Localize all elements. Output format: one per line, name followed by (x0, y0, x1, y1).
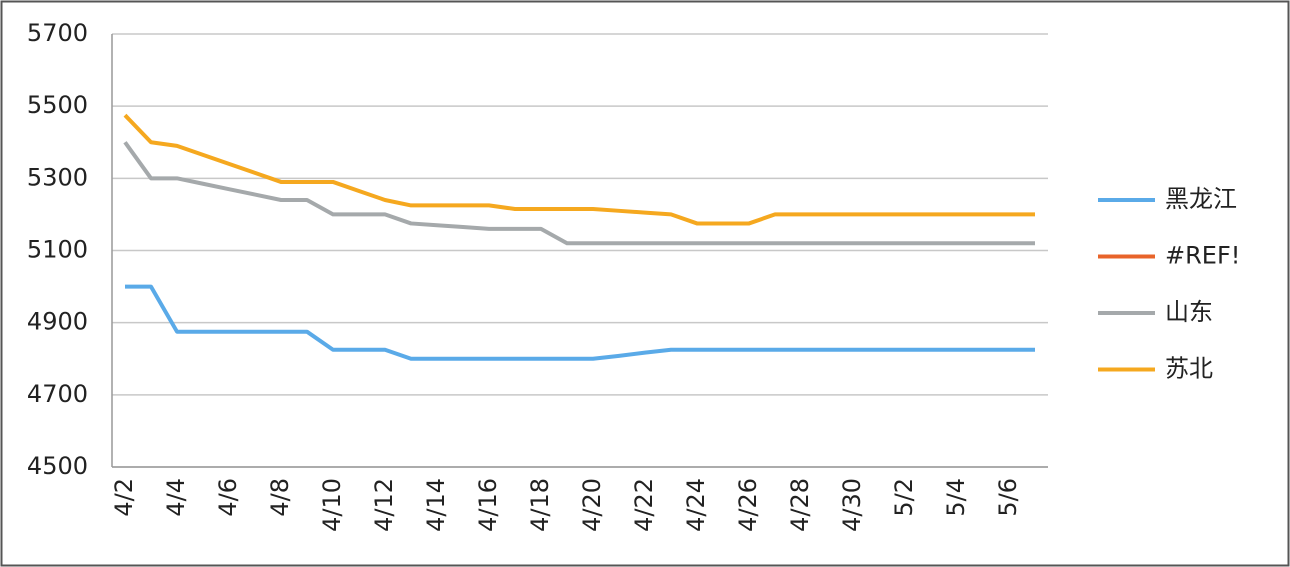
legend-label: 苏北 (1165, 355, 1213, 383)
legend-label: 黑龙江 (1165, 185, 1237, 213)
x-tick-label: 4/12 (370, 478, 398, 532)
x-tick-label: 4/22 (630, 478, 658, 532)
legend-label: 山东 (1165, 298, 1213, 326)
x-tick-label: 5/2 (890, 478, 918, 517)
x-tick-label: 4/28 (786, 478, 814, 532)
y-tick-label: 5100 (27, 236, 88, 264)
x-tick-label: 5/4 (942, 478, 970, 517)
y-tick-label: 4700 (27, 380, 88, 408)
x-tick-label: 4/24 (682, 478, 710, 532)
x-tick-label: 4/26 (734, 478, 762, 532)
legend-label: #REF! (1165, 242, 1240, 270)
y-tick-label: 5700 (27, 19, 88, 47)
x-tick-label: 4/10 (318, 478, 346, 532)
series-line (125, 284, 1035, 361)
series-line (123, 141, 1035, 246)
y-tick-label: 5300 (27, 163, 88, 191)
x-tick-label: 4/16 (474, 478, 502, 532)
x-tick-label: 4/30 (838, 478, 866, 532)
x-tick-label: 4/14 (422, 478, 450, 532)
x-tick-label: 4/18 (526, 478, 554, 532)
y-tick-label: 5500 (27, 91, 88, 119)
x-tick-label: 4/4 (162, 478, 190, 517)
x-tick-label: 4/6 (214, 478, 242, 517)
x-tick-label: 4/2 (110, 478, 138, 517)
x-tick-label: 4/8 (266, 478, 294, 517)
x-tick-label: 5/6 (994, 478, 1022, 517)
y-tick-label: 4900 (27, 308, 88, 336)
x-tick-label: 4/20 (578, 478, 606, 532)
series-line (123, 113, 1035, 226)
y-tick-label: 4500 (27, 452, 88, 480)
